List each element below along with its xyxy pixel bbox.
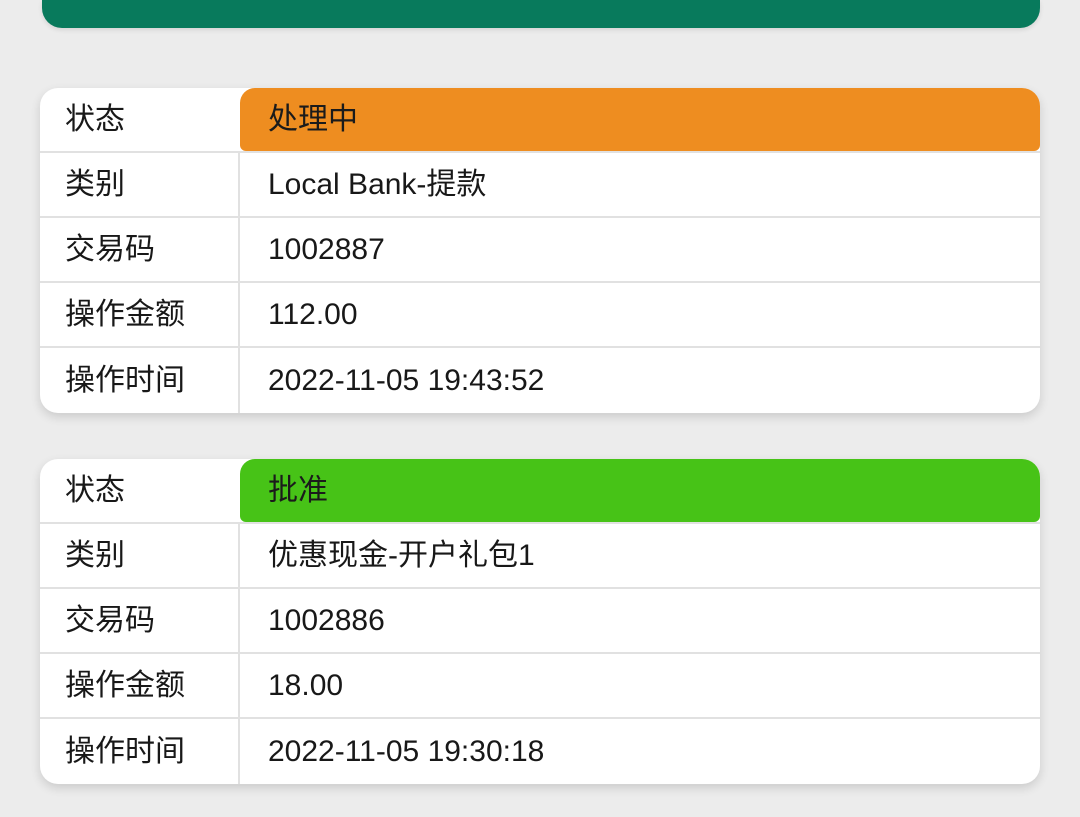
- status-label: 状态: [65, 102, 125, 136]
- transaction-code-value: 1002887: [268, 232, 385, 266]
- table-row-amount: 操作金额 112.00: [40, 283, 1040, 348]
- category-label: 类别: [40, 153, 240, 216]
- time-value: 2022-11-05 19:30:18: [268, 734, 545, 768]
- table-row-time: 操作时间 2022-11-05 19:43:52: [40, 348, 1040, 413]
- transaction-code-value: 1002886: [268, 603, 385, 637]
- category-label: 类别: [40, 524, 240, 587]
- status-badge: 批准: [240, 459, 1040, 522]
- transaction-card-approved: 状态 批准 类别 优惠现金-开户礼包1 交易码 1002886 操作金额 18.…: [40, 459, 1040, 784]
- category-value: Local Bank-提款: [268, 167, 487, 201]
- category-value: 优惠现金-开户礼包1: [268, 538, 535, 572]
- table-row-status: 状态 处理中: [40, 88, 1040, 153]
- table-row-status: 状态 批准: [40, 459, 1040, 524]
- table-row-category: 类别 优惠现金-开户礼包1: [40, 524, 1040, 589]
- amount-label: 操作金额: [40, 654, 240, 717]
- time-label: 操作时间: [40, 719, 240, 784]
- table-row-time: 操作时间 2022-11-05 19:30:18: [40, 719, 1040, 784]
- amount-value: 112.00: [268, 297, 358, 331]
- status-badge: 处理中: [240, 88, 1040, 151]
- table-row-amount: 操作金额 18.00: [40, 654, 1040, 719]
- transaction-card-processing: 状态 处理中 类别 Local Bank-提款 交易码 1002887 操作金额…: [40, 88, 1040, 413]
- time-label: 操作时间: [40, 348, 240, 413]
- table-row-transaction-code: 交易码 1002887: [40, 218, 1040, 283]
- top-bar: [42, 0, 1040, 28]
- table-row-transaction-code: 交易码 1002886: [40, 589, 1040, 654]
- transaction-code-label: 交易码: [40, 589, 240, 652]
- transaction-code-label: 交易码: [40, 218, 240, 281]
- amount-label: 操作金额: [40, 283, 240, 346]
- table-row-category: 类别 Local Bank-提款: [40, 153, 1040, 218]
- amount-value: 18.00: [268, 668, 344, 702]
- time-value: 2022-11-05 19:43:52: [268, 363, 545, 397]
- status-label: 状态: [65, 473, 125, 507]
